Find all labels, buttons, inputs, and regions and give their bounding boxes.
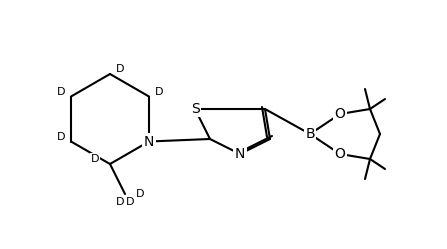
Text: B: B	[305, 127, 315, 141]
Text: N: N	[144, 134, 154, 148]
Text: D: D	[155, 86, 163, 97]
Text: O: O	[334, 107, 346, 121]
Text: D: D	[126, 197, 134, 207]
Text: D: D	[116, 64, 124, 74]
Text: D: D	[116, 197, 124, 207]
Text: O: O	[334, 147, 346, 161]
Text: D: D	[136, 189, 144, 199]
Text: S: S	[190, 102, 199, 116]
Text: D: D	[57, 131, 65, 141]
Text: N: N	[235, 147, 245, 161]
Text: D: D	[91, 154, 99, 164]
Text: D: D	[57, 86, 65, 97]
